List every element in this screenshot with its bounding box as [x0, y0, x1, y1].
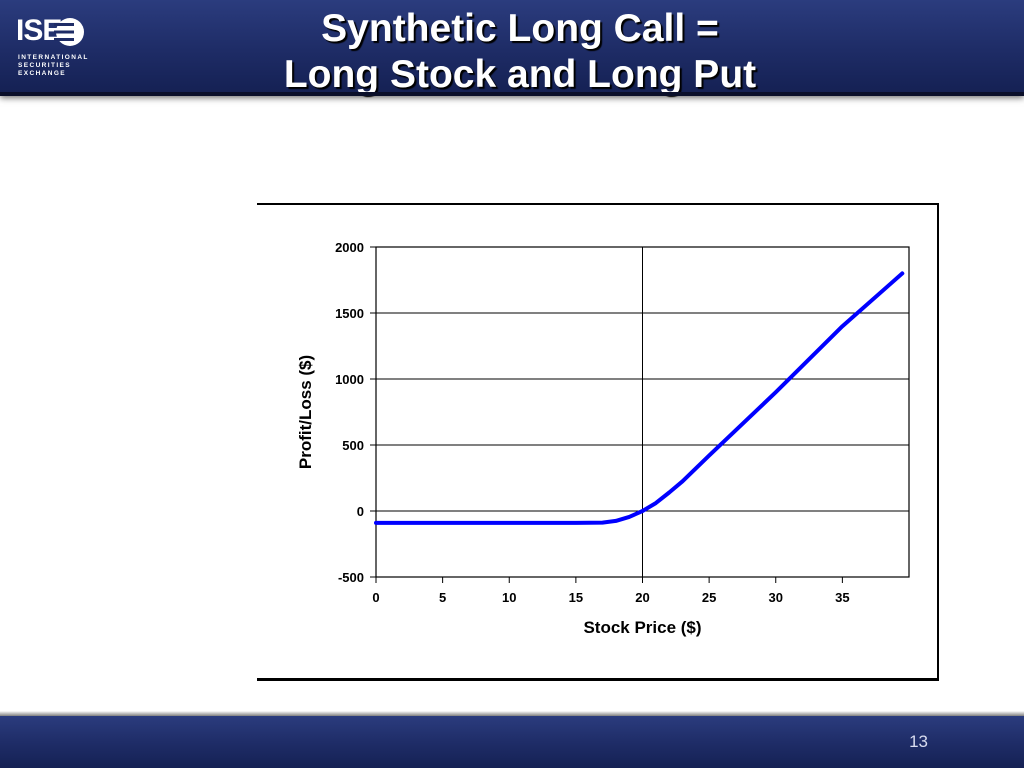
chart-frame: -500 0 500 1000 1500 2000 0 5 10 15 20 25 30 35 Stock…: [257, 203, 939, 681]
y-tick-label: 500: [342, 438, 364, 453]
slide-title-line2: Long Stock and Long Put: [283, 53, 757, 96]
ise-globe-icon: [54, 18, 84, 46]
header-bar: ISE INTERNATIONAL SECURITIES EXCHANGE Sy…: [0, 0, 1024, 96]
x-tick-label: 0: [372, 590, 379, 605]
y-tick-label: 1500: [335, 306, 364, 321]
logo-sub-line2: SECURITIES: [18, 62, 72, 69]
y-tick-label: 1000: [335, 372, 364, 387]
x-tick-label: 30: [769, 590, 783, 605]
x-tick-label: 5: [439, 590, 446, 605]
x-tick-label: 35: [835, 590, 849, 605]
ise-logo: ISE INTERNATIONAL SECURITIES EXCHANGE: [16, 14, 96, 77]
logo-sub-line3: EXCHANGE: [18, 70, 67, 77]
x-tick-label: 25: [702, 590, 716, 605]
x-tick-label: 15: [569, 590, 583, 605]
x-tick-label: 20: [635, 590, 649, 605]
y-tick-label: 2000: [335, 240, 364, 255]
grid-layer: [370, 246, 910, 583]
slide-title: Synthetic Long Call = Long Stock and Lon…: [210, 6, 830, 98]
series-layer: [374, 271, 905, 525]
footer-bar: 13: [0, 711, 1024, 768]
series-line-0: [374, 271, 905, 525]
x-tick-label: 10: [502, 590, 516, 605]
x-axis-title: Stock Price ($): [583, 618, 701, 637]
y-tick-label: 0: [357, 504, 364, 519]
y-axis-title: Profit/Loss ($): [296, 355, 315, 469]
payoff-chart: -500 0 500 1000 1500 2000 0 5 10 15 20 25 30 35 Stock…: [296, 240, 910, 637]
page-number: 13: [909, 732, 928, 751]
tick-layer: -500 0 500 1000 1500 2000 0 5 10 15 20 25 30 35: [335, 240, 850, 605]
slide-title-line1: Synthetic Long Call =: [321, 7, 719, 50]
logo-sub-line1: INTERNATIONAL: [18, 54, 89, 61]
y-tick-label: -500: [338, 570, 364, 585]
